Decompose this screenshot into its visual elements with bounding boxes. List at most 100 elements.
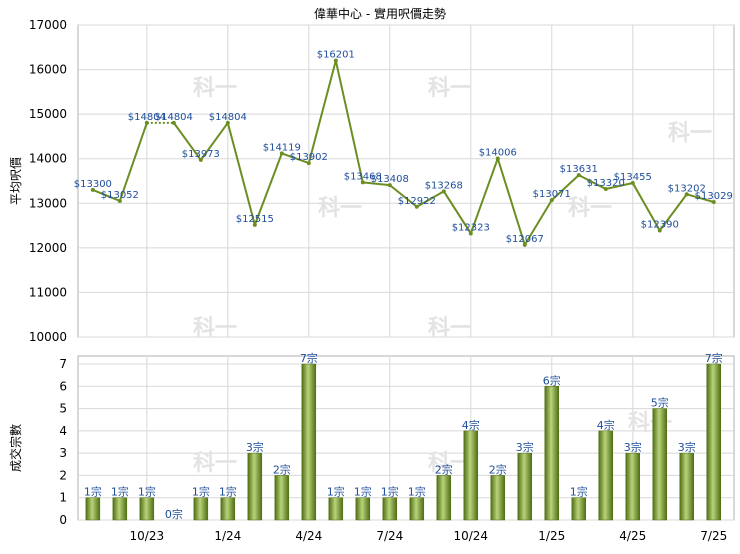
line-data-label: $12067 <box>506 234 544 245</box>
bar <box>706 363 722 521</box>
bar-data-label: 1宗 <box>381 485 399 499</box>
x-tick-label: 4/24 <box>295 529 322 543</box>
bar-data-label: 1宗 <box>84 485 102 499</box>
bar-data-labels: 1宗 1宗 1宗 0宗 1宗 1宗 3宗 2宗 7宗 1宗 1宗 1宗 1宗 2宗 4宗 2宗 3宗 6宗 1宗 4宗… <box>84 351 723 521</box>
line-point <box>603 187 608 192</box>
line-segment <box>631 182 661 231</box>
line-segment <box>200 122 229 161</box>
bar <box>517 452 533 521</box>
bar-data-label: 3宗 <box>246 440 264 454</box>
bar-data-label: 1宗 <box>354 485 372 499</box>
bar-y-tick-label: 4 <box>59 424 67 438</box>
line-segment <box>226 122 256 226</box>
bar-y-tick-label: 1 <box>59 491 67 505</box>
bar <box>247 452 263 521</box>
bar-data-label: 2宗 <box>273 462 291 476</box>
line-segment <box>362 181 390 187</box>
line-data-label: $12323 <box>452 222 490 233</box>
line-segment <box>658 193 688 232</box>
line-data-label: $14804 <box>155 112 193 123</box>
bar <box>274 475 290 521</box>
x-tick-label: 7/25 <box>700 529 727 543</box>
line-segment <box>118 122 148 202</box>
line-point <box>117 198 122 203</box>
line-segment <box>442 190 472 235</box>
line-data-label: $14119 <box>263 142 301 153</box>
line-y-axis-label: 平均呎價 <box>9 157 23 205</box>
line-point <box>306 161 311 166</box>
bar-data-label: 1宗 <box>192 485 210 499</box>
bar-plot-area <box>77 355 735 521</box>
line-point <box>144 120 149 125</box>
watermark-text: 科一 <box>428 76 472 101</box>
line-segment <box>416 190 445 208</box>
bar <box>328 497 344 521</box>
line-segment <box>605 182 633 190</box>
watermark-text: 科一 <box>568 196 612 221</box>
line-segment <box>523 199 553 246</box>
line-data-label: $13268 <box>425 180 463 191</box>
line-data-label: $13071 <box>533 189 571 200</box>
x-tick-label: 1/25 <box>538 529 565 543</box>
bar-data-label: 0宗 <box>165 507 183 521</box>
bar <box>544 386 560 521</box>
line-point <box>468 231 473 236</box>
line-point <box>414 204 419 209</box>
bar-data-label: 5宗 <box>651 396 669 410</box>
line-segment <box>389 184 418 208</box>
line-data-label: $13455 <box>614 172 652 183</box>
bar-data-label: 6宗 <box>543 373 561 387</box>
bar <box>490 475 506 521</box>
bar-data-label: 3宗 <box>516 440 534 454</box>
line-point <box>198 157 203 162</box>
bar-data-label: 1宗 <box>219 485 237 499</box>
bar-data-label: 2宗 <box>435 462 453 476</box>
line-point <box>495 156 500 161</box>
bar-series <box>85 363 722 521</box>
line-data-label: $16201 <box>317 50 355 61</box>
line-data-label: $13029 <box>695 191 733 202</box>
bar-data-label: 3宗 <box>678 440 696 454</box>
watermark-text: 科一 <box>318 196 362 221</box>
line-point <box>90 187 95 192</box>
bar <box>112 497 128 521</box>
bar-data-label: 7宗 <box>705 351 723 365</box>
line-segment <box>551 174 580 201</box>
line-segment <box>334 60 364 183</box>
bar <box>409 497 425 521</box>
chart-title: 偉華中心 - 實用呎價走勢 <box>314 6 446 21</box>
line-data-label: $13468 <box>344 171 382 182</box>
watermark-text: 科一 <box>193 316 237 341</box>
x-tick-label: 4/25 <box>619 529 646 543</box>
line-segment <box>686 193 715 203</box>
line-point <box>387 183 392 188</box>
line-point <box>441 189 446 194</box>
bar <box>463 430 479 521</box>
line-segment <box>281 152 310 165</box>
line-segment <box>173 122 202 161</box>
line-y-tick-label: 11000 <box>29 285 67 299</box>
bar <box>652 408 668 521</box>
x-tick-label: 10/23 <box>130 529 165 543</box>
line-segment <box>92 188 121 202</box>
bar <box>355 497 371 521</box>
line-y-tick-label: 16000 <box>29 63 67 77</box>
bar <box>301 363 317 521</box>
line-point <box>657 228 662 233</box>
line-data-label: $14804 <box>128 112 166 123</box>
line-point <box>360 180 365 185</box>
x-tick-label: 7/24 <box>376 529 403 543</box>
x-tick-label: 1/24 <box>214 529 241 543</box>
line-data-label: $12390 <box>641 219 679 230</box>
bar-y-tick-label: 6 <box>59 379 67 393</box>
bar <box>139 497 155 521</box>
bar <box>625 452 641 521</box>
bar <box>679 452 695 521</box>
line-data-label: $13408 <box>371 174 409 185</box>
bar-y-tick-label: 5 <box>59 402 67 416</box>
line-point <box>279 151 284 156</box>
line-point <box>576 173 581 178</box>
